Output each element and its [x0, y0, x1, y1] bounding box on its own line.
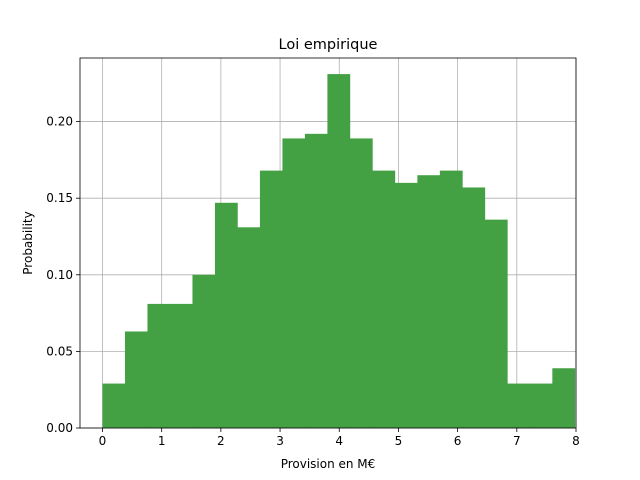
plot-frame	[79, 57, 577, 429]
histogram-bar	[124, 331, 148, 428]
histogram-bar	[417, 175, 441, 428]
x-tick-label: 3	[276, 434, 284, 448]
x-tick-label: 4	[335, 434, 343, 448]
histogram-bar	[214, 202, 238, 428]
histogram-bar	[394, 182, 418, 428]
chart-title: Loi empirique	[279, 37, 378, 53]
histogram-bar	[304, 133, 328, 429]
x-tick-label: 2	[217, 434, 225, 448]
histogram-bar	[349, 138, 373, 428]
y-tick-label: 0.15	[46, 191, 73, 205]
histogram-bar	[147, 303, 171, 428]
x-tick-label: 5	[395, 434, 403, 448]
x-tick-label: 0	[99, 434, 107, 448]
histogram-bar	[484, 219, 508, 428]
y-tick-label: 0.20	[46, 115, 73, 129]
histogram-bar	[282, 138, 306, 428]
x-tick-label: 6	[454, 434, 462, 448]
histogram-bar	[237, 227, 261, 428]
bars-layer	[102, 74, 576, 429]
histogram-bar	[507, 383, 531, 428]
y-tick-label: 0.10	[46, 268, 73, 282]
x-axis-label: Provision en M€	[281, 457, 376, 471]
histogram-bar	[552, 368, 576, 428]
x-tick-label: 8	[572, 434, 580, 448]
histogram-bar	[327, 74, 351, 428]
histogram-bar	[192, 274, 216, 428]
histogram-bar	[529, 383, 553, 428]
x-tick-label: 1	[158, 434, 166, 448]
histogram-bar	[439, 170, 463, 428]
x-tick-label: 7	[513, 434, 521, 448]
ticks-layer: 0 1 2 3 4 5 6 7 8 0.00 0.05 0.10 0.15 0.20	[46, 115, 580, 448]
y-tick-label: 0.00	[46, 421, 73, 435]
histogram-bar	[259, 170, 283, 428]
histogram-bar	[169, 303, 193, 428]
histogram-bar	[462, 187, 486, 428]
histogram-bar	[102, 383, 126, 428]
y-tick-label: 0.05	[46, 344, 73, 358]
y-axis-label: Probability	[21, 211, 35, 274]
histogram-bar	[372, 170, 396, 428]
